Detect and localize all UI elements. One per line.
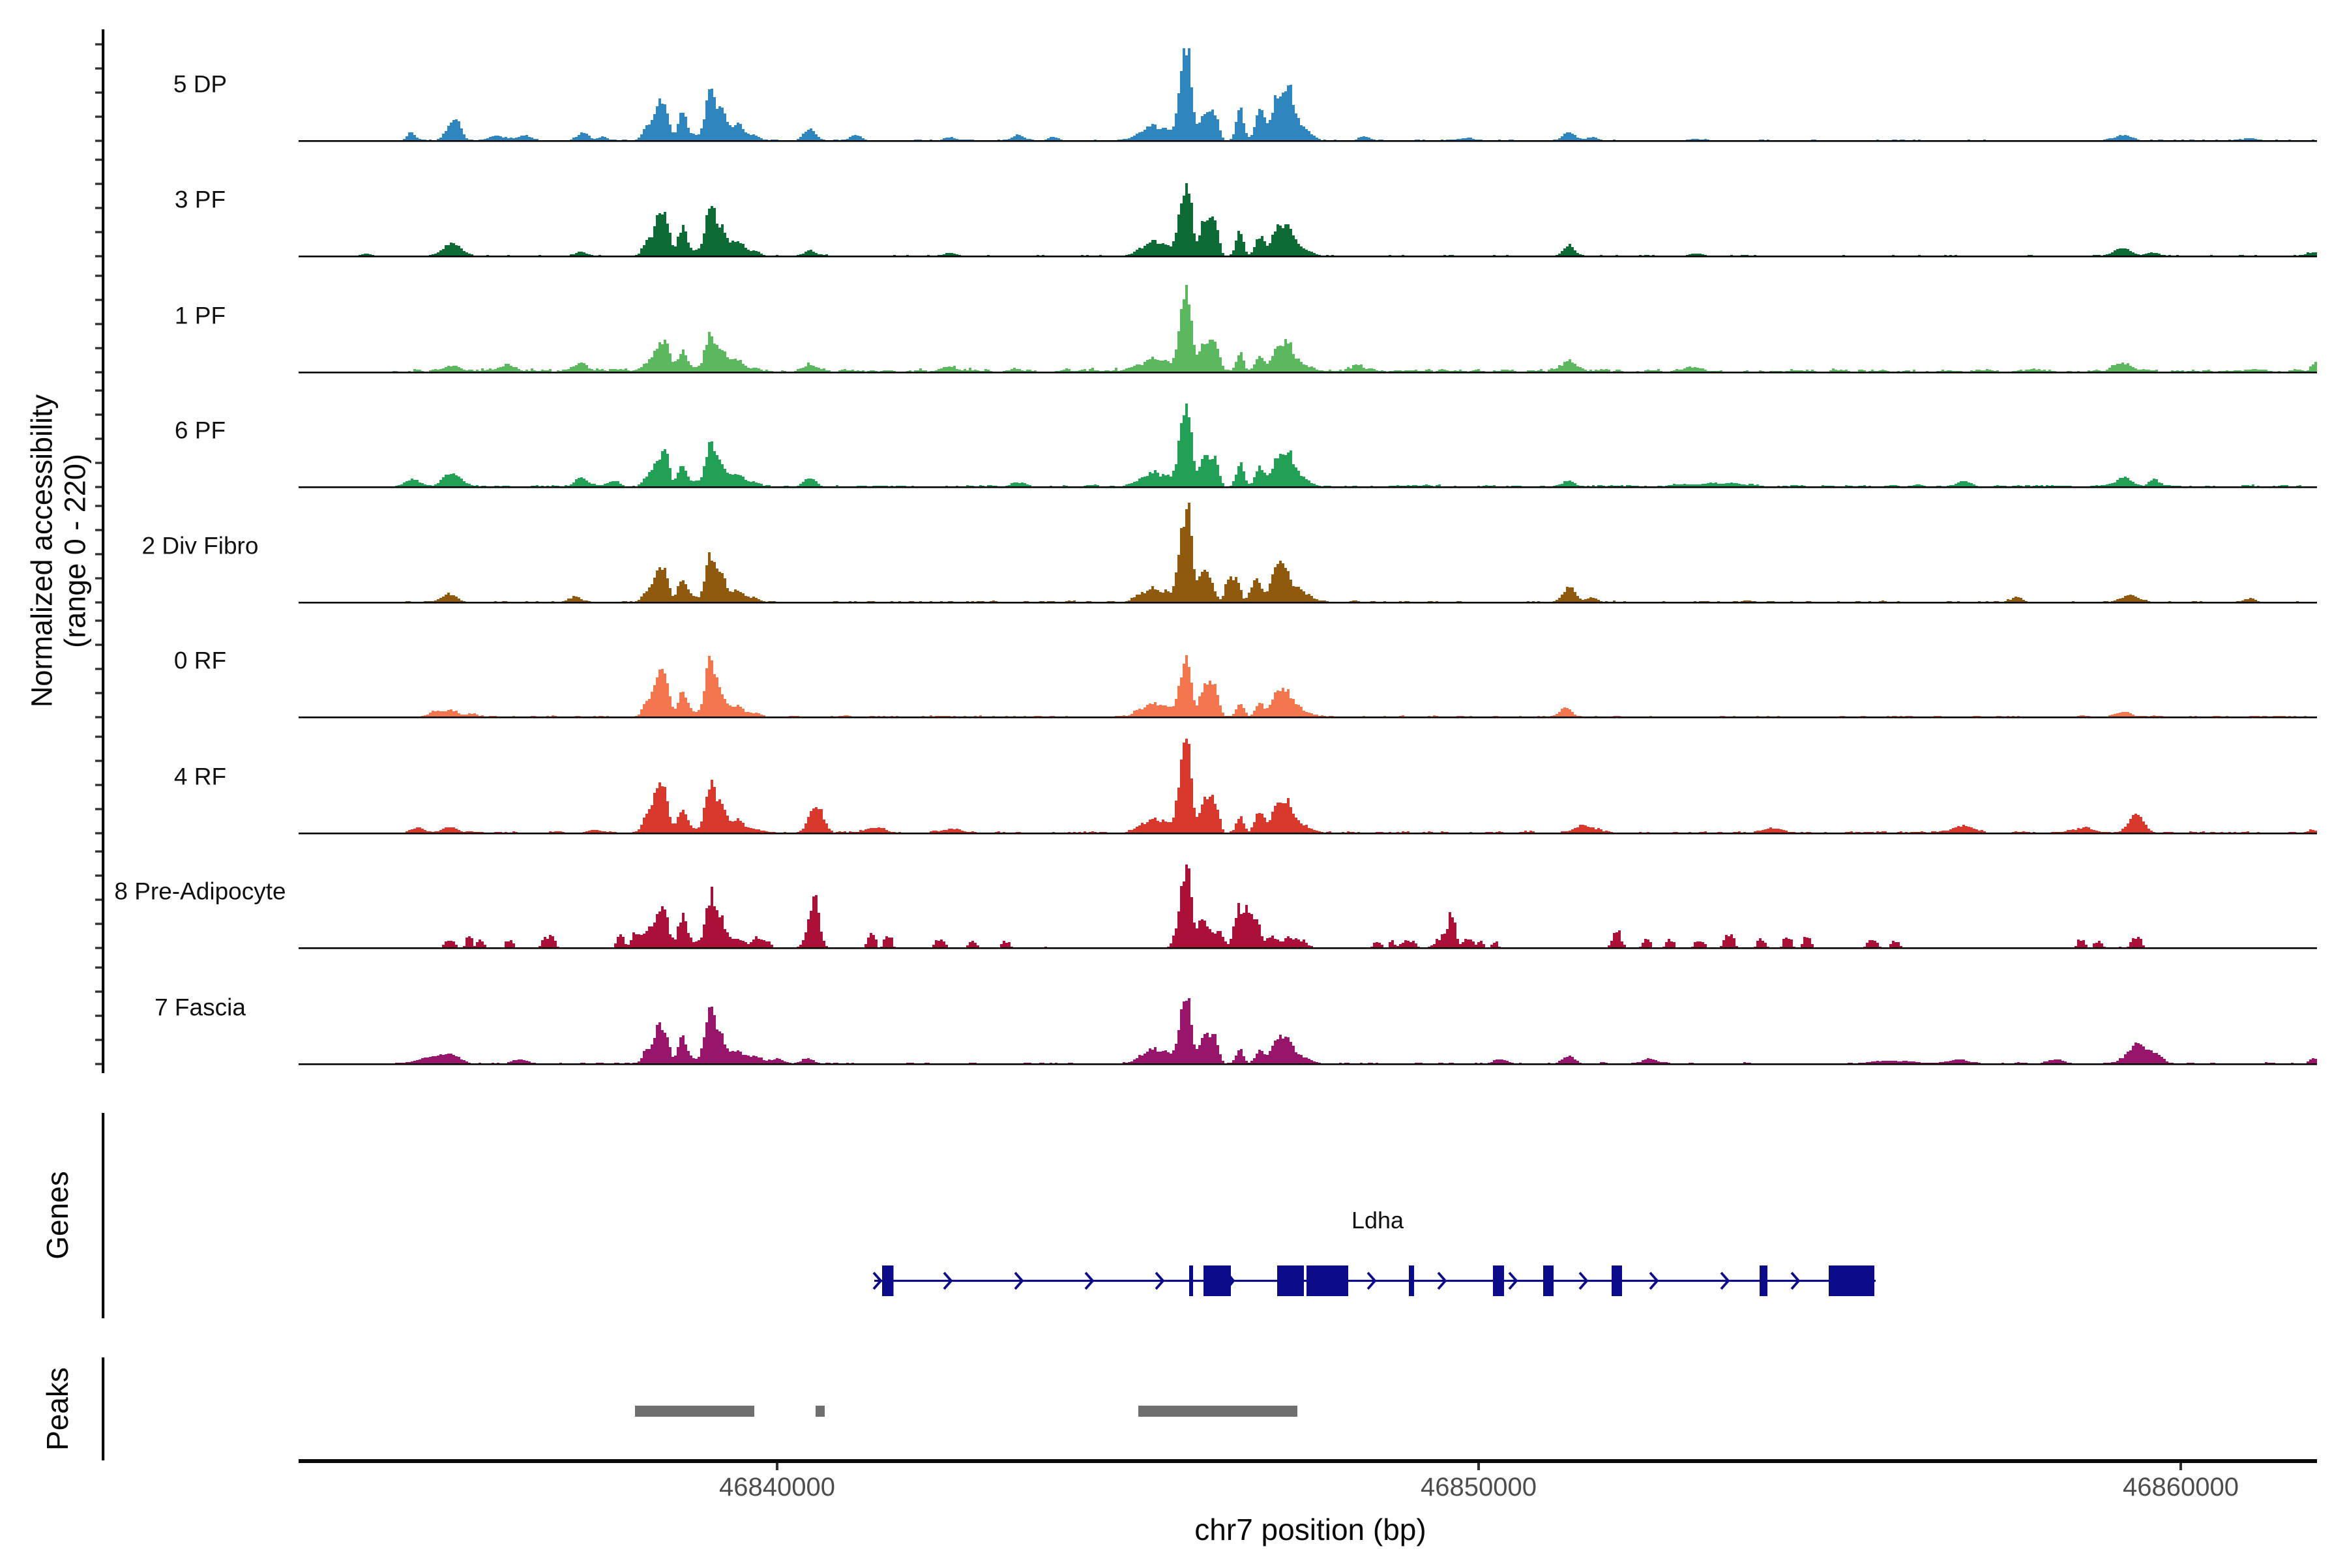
svg-text:Ldha: Ldha bbox=[1351, 1207, 1404, 1234]
svg-text:46860000: 46860000 bbox=[2123, 1473, 2239, 1501]
svg-text:0 RF: 0 RF bbox=[174, 647, 226, 674]
svg-text:46840000: 46840000 bbox=[719, 1473, 835, 1501]
svg-text:Peaks: Peaks bbox=[40, 1367, 74, 1451]
svg-text:46850000: 46850000 bbox=[1421, 1473, 1537, 1501]
svg-text:6 PF: 6 PF bbox=[175, 417, 226, 444]
svg-text:(range 0 - 220): (range 0 - 220) bbox=[59, 454, 92, 648]
svg-text:5 DP: 5 DP bbox=[173, 71, 227, 98]
svg-text:4 RF: 4 RF bbox=[174, 763, 226, 790]
svg-text:Genes: Genes bbox=[40, 1171, 74, 1260]
svg-text:7 Fascia: 7 Fascia bbox=[155, 994, 246, 1021]
svg-text:2 Div Fibro: 2 Div Fibro bbox=[142, 533, 259, 559]
svg-text:Normalized accessibility: Normalized accessibility bbox=[25, 394, 59, 707]
svg-text:1 PF: 1 PF bbox=[175, 303, 226, 329]
svg-text:8 Pre-Adipocyte: 8 Pre-Adipocyte bbox=[114, 878, 286, 905]
svg-text:chr7 position (bp): chr7 position (bp) bbox=[1194, 1513, 1426, 1546]
svg-text:3 PF: 3 PF bbox=[175, 186, 226, 213]
